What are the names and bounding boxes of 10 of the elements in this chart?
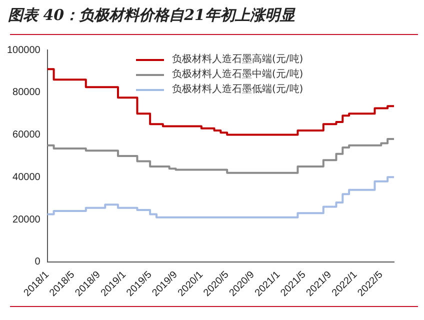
y-tick-label: 0 bbox=[34, 256, 41, 268]
legend-label: 负极材料人造石墨高端(元/吨) bbox=[172, 52, 304, 67]
y-tick-label: 80000 bbox=[12, 87, 41, 98]
legend-label: 负极材料人造石墨中端(元/吨) bbox=[172, 68, 304, 82]
y-tick-label: 60000 bbox=[12, 130, 41, 141]
chart-title: 图表 40：负极材料价格自21年初上涨明显 bbox=[8, 6, 295, 25]
y-tick-label: 20000 bbox=[12, 214, 41, 226]
y-tick-label: 40000 bbox=[12, 172, 41, 183]
legend-label: 负极材料人造石墨低端(元/吨) bbox=[172, 82, 304, 97]
y-tick-label: 100000 bbox=[6, 44, 41, 56]
